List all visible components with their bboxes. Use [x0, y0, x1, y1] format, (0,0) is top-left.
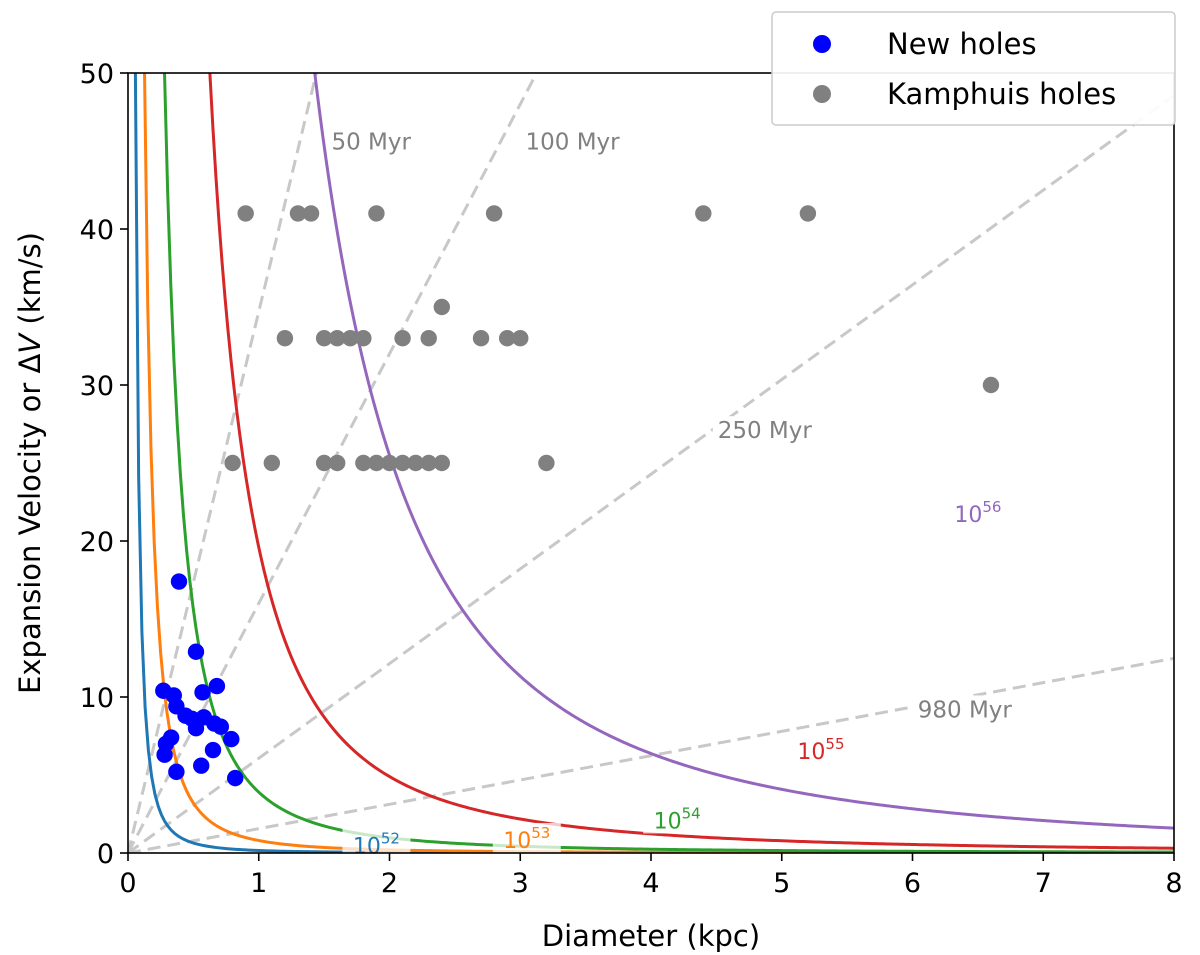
age-line-980-myr — [128, 656, 1174, 853]
x-tick-label: 4 — [642, 868, 659, 899]
age-label-bg — [520, 127, 625, 154]
point-kamphuis-holes — [342, 330, 359, 347]
age-label-100-myr: 100 Myr — [525, 130, 620, 156]
x-tick-label: 0 — [119, 868, 136, 899]
point-kamphuis-holes — [407, 454, 424, 472]
point-kamphuis-holes — [498, 330, 516, 347]
energy-label-bg — [786, 734, 855, 765]
point-new-holes — [168, 763, 185, 781]
point-kamphuis-holes — [420, 330, 437, 347]
point-kamphuis-holes — [394, 330, 411, 347]
y-tick-label: 0 — [97, 839, 114, 870]
age-label-bg — [319, 127, 424, 154]
point-kamphuis-holes — [538, 454, 555, 472]
energy-label-bg — [643, 803, 712, 834]
point-kamphuis-holes — [982, 376, 1000, 394]
point-new-holes — [194, 684, 211, 701]
x-tick-label: 3 — [512, 868, 529, 899]
age-line-50-myr — [128, 73, 318, 853]
point-kamphuis-holes — [420, 454, 437, 472]
age-label-bg — [912, 695, 1017, 722]
point-kamphuis-holes — [289, 205, 307, 222]
point-kamphuis-holes — [485, 205, 503, 222]
legend-marker-kamphuis-holes — [813, 85, 831, 103]
energy-label-10-56: 1056 — [954, 498, 1001, 528]
legend-marker-new-holes — [813, 35, 831, 53]
point-kamphuis-holes — [237, 205, 254, 222]
x-tick-label: 5 — [773, 868, 790, 899]
point-new-holes — [187, 643, 205, 660]
point-new-holes — [223, 730, 240, 748]
energy-curve-10-54 — [163, 73, 1174, 853]
energy-label-bg — [492, 822, 561, 853]
point-kamphuis-holes — [315, 454, 333, 472]
y-axis-title: Expansion Velocity or ΔV (km/s) — [13, 232, 47, 694]
point-kamphuis-holes — [472, 330, 490, 347]
energy-label-10-53: 1053 — [503, 824, 550, 854]
point-new-holes — [204, 741, 222, 759]
y-tick-label: 40 — [80, 215, 114, 246]
point-kamphuis-holes — [433, 454, 450, 472]
point-kamphuis-holes — [224, 454, 241, 472]
point-kamphuis-holes — [381, 454, 398, 472]
energy-label-bg — [943, 496, 1012, 527]
legend-label-new-holes: New holes — [887, 27, 1037, 61]
legend-box — [771, 11, 1176, 126]
point-new-holes — [227, 769, 244, 787]
point-kamphuis-holes — [329, 330, 346, 347]
point-kamphuis-holes — [512, 330, 529, 347]
x-tick-label: 6 — [904, 868, 921, 899]
energy-curve-10-53 — [143, 73, 1174, 853]
point-new-holes — [208, 677, 226, 695]
point-kamphuis-holes — [355, 330, 372, 347]
energy-label-10-54: 1054 — [654, 804, 701, 834]
legend: New holes Kamphuis holes — [771, 11, 1176, 126]
point-kamphuis-holes — [302, 205, 320, 222]
point-kamphuis-holes — [394, 454, 411, 472]
energy-curve-10-55 — [208, 73, 1174, 850]
point-kamphuis-holes — [355, 454, 372, 472]
point-new-holes — [193, 757, 210, 774]
point-kamphuis-holes — [695, 205, 712, 222]
y-tick-label: 50 — [80, 59, 114, 90]
point-kamphuis-holes — [433, 298, 450, 316]
plot-frame — [127, 72, 1175, 854]
point-new-holes — [156, 746, 173, 763]
point-kamphuis-holes — [368, 205, 385, 222]
legend-label-kamphuis-holes: Kamphuis holes — [887, 77, 1116, 111]
age-label-980-myr: 980 Myr — [918, 697, 1013, 723]
point-new-holes — [170, 573, 188, 590]
point-new-holes — [212, 718, 230, 735]
x-tick-label: 1 — [250, 868, 267, 899]
point-kamphuis-holes — [276, 330, 294, 347]
age-line-250-myr — [128, 94, 1174, 853]
point-kamphuis-holes — [329, 454, 346, 472]
x-tick-label: 2 — [381, 868, 398, 899]
point-kamphuis-holes — [315, 330, 333, 347]
x-tick-label: 7 — [1035, 868, 1052, 899]
point-kamphuis-holes — [799, 205, 817, 222]
age-label-bg — [712, 416, 817, 443]
age-label-50-myr: 50 Myr — [331, 130, 411, 156]
energy-label-10-52: 1052 — [353, 829, 400, 859]
energy-curve-10-56 — [313, 73, 1174, 830]
x-axis-title: Diameter (kpc) — [542, 919, 760, 953]
age-label-250-myr: 250 Myr — [718, 418, 813, 444]
point-kamphuis-holes — [368, 454, 385, 472]
x-tick-label: 8 — [1165, 868, 1182, 899]
y-tick-label: 20 — [80, 527, 114, 558]
point-kamphuis-holes — [263, 454, 281, 472]
y-tick-label: 10 — [80, 683, 114, 714]
energy-label-10-55: 1055 — [797, 735, 844, 765]
point-new-holes — [187, 720, 205, 737]
y-tick-label: 30 — [80, 371, 114, 402]
